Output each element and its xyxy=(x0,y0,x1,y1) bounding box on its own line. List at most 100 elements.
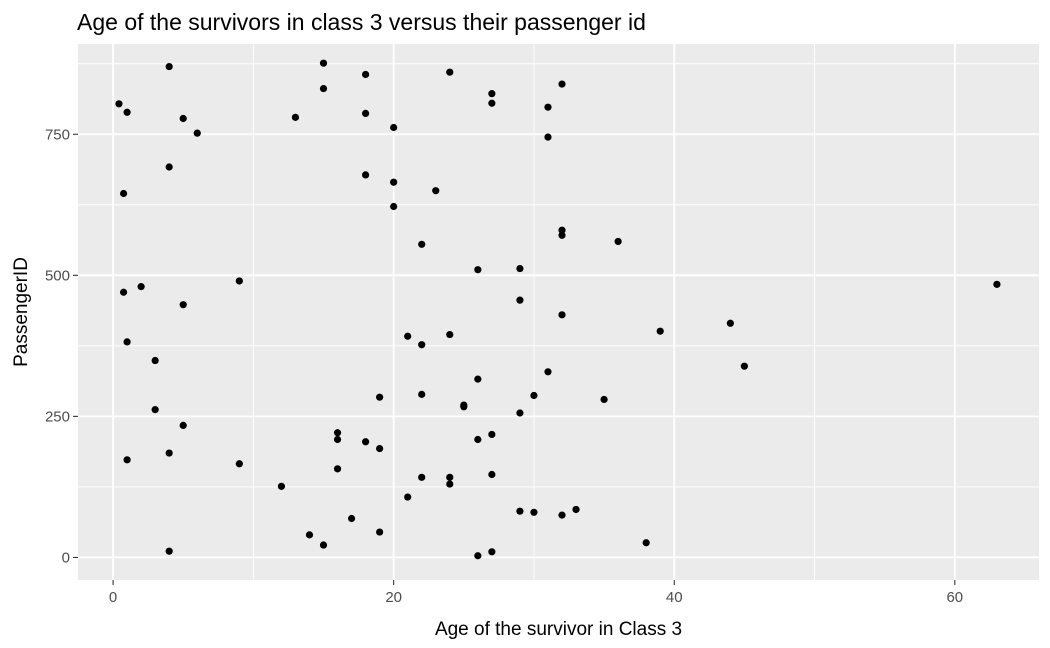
data-point xyxy=(277,482,286,490)
major-gridlines xyxy=(78,44,1039,580)
data-point xyxy=(235,460,243,468)
data-point xyxy=(488,430,496,439)
data-point xyxy=(165,163,173,171)
data-point xyxy=(179,301,187,309)
data-point xyxy=(726,319,734,327)
data-point xyxy=(558,226,566,234)
data-point xyxy=(361,171,370,179)
data-point xyxy=(319,59,328,67)
data-point xyxy=(404,493,412,501)
x-tick-label: 0 xyxy=(109,589,117,606)
data-point xyxy=(165,449,173,457)
data-point xyxy=(390,202,398,211)
data-point xyxy=(418,240,426,248)
data-point xyxy=(446,330,454,339)
data-point xyxy=(305,531,314,539)
data-point xyxy=(474,552,482,560)
data-point xyxy=(432,187,440,195)
data-point xyxy=(446,480,454,488)
data-point xyxy=(376,393,384,401)
data-point xyxy=(558,511,566,519)
data-point xyxy=(361,438,370,446)
y-tick-label: 0 xyxy=(62,549,70,566)
plot-panel xyxy=(78,44,1039,580)
data-point xyxy=(530,391,538,400)
data-point xyxy=(361,109,370,117)
data-point xyxy=(460,403,468,411)
data-point xyxy=(390,178,398,186)
data-point xyxy=(418,473,426,481)
data-point xyxy=(193,129,201,137)
data-point xyxy=(333,435,342,444)
data-point xyxy=(333,429,342,437)
data-point xyxy=(361,70,370,79)
data-point xyxy=(530,508,538,516)
x-tick-label: 40 xyxy=(666,589,683,606)
data-point xyxy=(516,264,524,273)
data-point xyxy=(558,231,566,239)
data-point xyxy=(376,528,384,536)
x-axis-title: Age of the survivor in Class 3 xyxy=(435,619,682,640)
data-points xyxy=(115,59,1001,560)
data-point xyxy=(235,277,243,285)
data-point xyxy=(656,327,664,335)
data-point xyxy=(488,90,496,98)
data-point xyxy=(488,470,496,479)
data-point xyxy=(474,375,482,383)
data-point xyxy=(488,548,496,556)
data-point xyxy=(474,266,482,274)
x-tick-label: 20 xyxy=(385,589,402,606)
data-point xyxy=(151,406,159,414)
data-point xyxy=(333,465,342,473)
y-axis-title: PassengerID xyxy=(11,257,32,367)
data-point xyxy=(614,237,622,246)
data-point xyxy=(516,507,524,515)
data-point xyxy=(404,332,412,340)
data-point xyxy=(123,108,131,116)
data-point xyxy=(165,547,173,555)
y-tick-label: 250 xyxy=(45,408,70,425)
data-point xyxy=(642,539,650,547)
data-point xyxy=(488,99,496,107)
data-point xyxy=(516,409,524,417)
data-point xyxy=(558,311,566,319)
data-point xyxy=(418,390,426,398)
minor-gridlines xyxy=(78,44,1039,580)
data-point xyxy=(376,444,384,453)
data-point xyxy=(123,456,131,464)
data-point xyxy=(151,356,159,365)
data-point xyxy=(993,280,1001,288)
data-point xyxy=(446,68,454,76)
data-point xyxy=(119,288,128,296)
data-point xyxy=(418,341,426,349)
data-point xyxy=(544,133,552,141)
data-point xyxy=(291,113,300,121)
x-axis-ticks: 0 20 40 60 xyxy=(109,580,963,606)
data-point xyxy=(544,368,552,376)
data-point xyxy=(319,84,328,93)
data-point xyxy=(446,473,454,481)
data-point xyxy=(558,80,566,88)
data-point xyxy=(123,338,131,346)
y-axis-ticks: 0 250 500 750 xyxy=(45,126,78,566)
y-tick-label: 750 xyxy=(45,126,70,143)
data-point xyxy=(600,395,608,404)
data-point xyxy=(115,100,123,108)
data-point xyxy=(544,103,552,111)
data-point xyxy=(516,296,524,304)
y-tick-label: 500 xyxy=(45,267,70,284)
data-point xyxy=(347,514,356,523)
chart-title: Age of the survivors in class 3 versus t… xyxy=(77,9,646,35)
data-point xyxy=(319,541,328,549)
data-point xyxy=(137,283,145,291)
data-point xyxy=(179,114,187,123)
data-point xyxy=(740,362,748,370)
x-tick-label: 60 xyxy=(946,589,963,606)
data-point xyxy=(179,421,187,430)
data-point xyxy=(119,189,128,198)
data-point xyxy=(572,505,580,514)
data-point xyxy=(165,62,173,71)
data-point xyxy=(390,123,398,132)
